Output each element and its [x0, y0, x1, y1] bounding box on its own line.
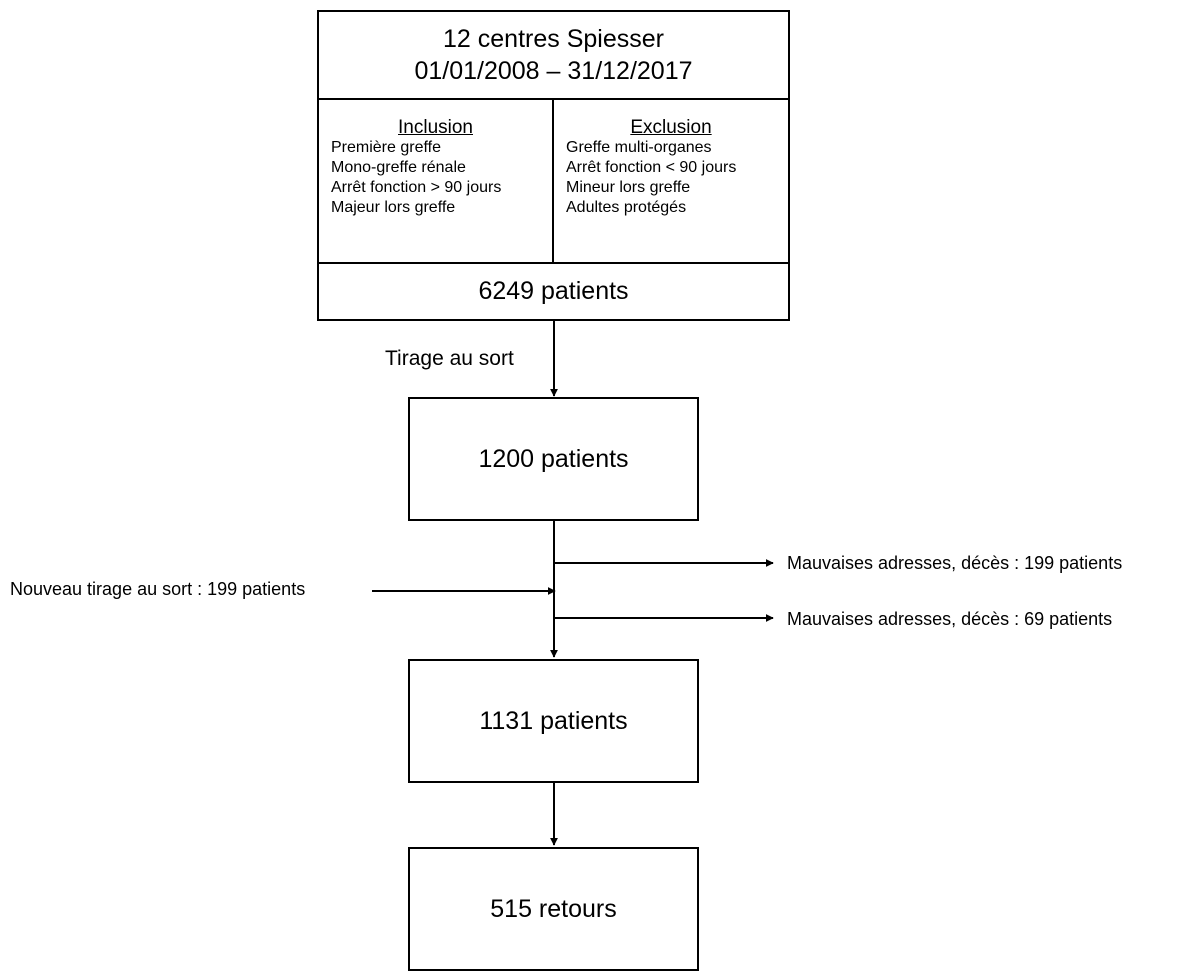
inclusion-criteria: Inclusion Première greffe Mono-greffe ré…: [319, 98, 554, 262]
exclusion-item: Arrêt fonction < 90 jours: [566, 159, 737, 176]
exclusion-item: Adultes protégés: [566, 199, 687, 216]
responses-count: 515 retours: [490, 894, 617, 923]
eligibility-box: 12 centres Spiesser 01/01/2008 – 31/12/2…: [317, 10, 790, 321]
randomized-patients-box: 1200 patients: [408, 397, 699, 521]
centers-label: 12 centres Spiesser: [443, 25, 664, 53]
exclusion-label-1: Mauvaises adresses, décès : 199 patients: [787, 553, 1123, 573]
exclusion-item: Greffe multi-organes: [566, 139, 712, 156]
exclusion-criteria: Exclusion Greffe multi-organes Arrêt fon…: [554, 98, 788, 262]
inclusion-heading: Inclusion: [398, 117, 473, 138]
randomization-label: Tirage au sort: [385, 347, 514, 370]
exclusion-item: Mineur lors greffe: [566, 179, 691, 196]
criteria-row: Inclusion Première greffe Mono-greffe ré…: [319, 98, 788, 264]
inclusion-item: Première greffe: [331, 139, 441, 156]
randomized-patients-count: 1200 patients: [478, 444, 629, 473]
inclusion-item: Majeur lors greffe: [331, 199, 456, 216]
redraw-label: Nouveau tirage au sort : 199 patients: [10, 579, 306, 599]
contacted-patients-box: 1131 patients: [408, 659, 699, 783]
total-patients: 6249 patients: [478, 277, 629, 305]
exclusion-heading: Exclusion: [630, 117, 712, 138]
contacted-patients-count: 1131 patients: [479, 706, 628, 735]
exclusion-label-2: Mauvaises adresses, décès : 69 patients: [787, 609, 1113, 629]
inclusion-item: Arrêt fonction > 90 jours: [331, 179, 502, 196]
inclusion-item: Mono-greffe rénale: [331, 159, 466, 176]
period-label: 01/01/2008 – 31/12/2017: [414, 57, 693, 85]
